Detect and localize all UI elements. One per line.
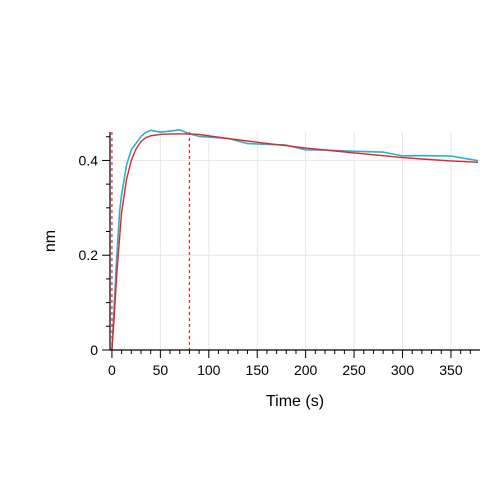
series-line-fit xyxy=(111,133,479,351)
grid xyxy=(110,132,480,350)
x-tick-label: 0 xyxy=(108,362,116,378)
series-layer xyxy=(111,129,479,351)
x-axis-ticks: 0 50 100 150 200 250 300 350 xyxy=(108,350,471,378)
x-tick-label: 300 xyxy=(391,362,415,378)
x-tick-label: 350 xyxy=(439,362,463,378)
x-tick-label: 200 xyxy=(294,362,318,378)
series-line-measured xyxy=(111,129,479,351)
x-tick-label: 250 xyxy=(342,362,366,378)
plot-area xyxy=(111,129,479,351)
x-tick-label: 50 xyxy=(153,362,169,378)
y-axis-ticks: 0 0.2 0.4 xyxy=(79,136,110,358)
dissociation-start-marker xyxy=(111,132,191,350)
y-tick-label: 0.4 xyxy=(79,152,99,168)
y-tick-label: 0.2 xyxy=(79,247,99,263)
y-tick-label: 0 xyxy=(90,342,98,358)
x-tick-label: 150 xyxy=(246,362,270,378)
y-axis-title: nm xyxy=(42,230,59,252)
axes xyxy=(109,132,480,351)
x-tick-label: 100 xyxy=(197,362,221,378)
x-axis-title: Time (s) xyxy=(266,393,324,410)
